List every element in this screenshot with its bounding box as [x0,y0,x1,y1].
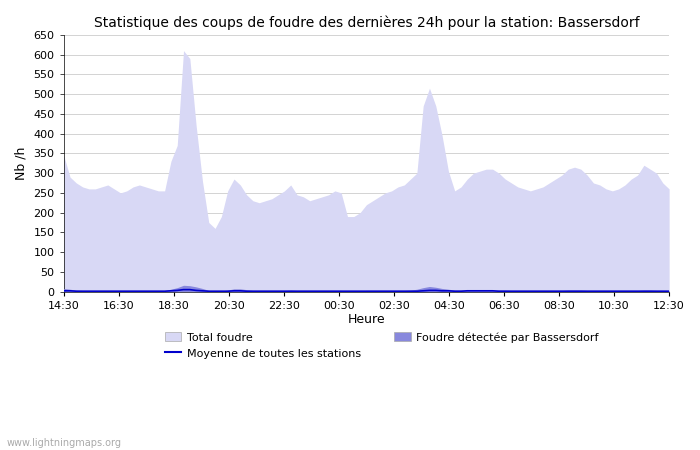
Legend: Total foudre, Moyenne de toutes les stations, Foudre détectée par Bassersdorf: Total foudre, Moyenne de toutes les stat… [160,328,603,363]
Y-axis label: Nb /h: Nb /h [15,147,28,180]
Title: Statistique des coups de foudre des dernières 24h pour la station: Bassersdorf: Statistique des coups de foudre des dern… [94,15,639,30]
Text: www.lightningmaps.org: www.lightningmaps.org [7,438,122,448]
X-axis label: Heure: Heure [348,313,385,326]
